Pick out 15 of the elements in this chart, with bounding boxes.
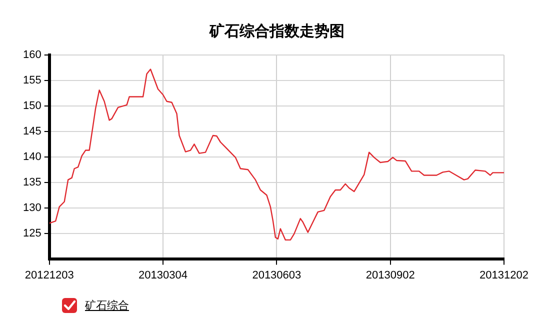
- legend-label: 矿石综合: [85, 298, 129, 313]
- y-tick-label: 145: [22, 125, 42, 138]
- y-tick-label: 150: [22, 100, 42, 112]
- x-tick-label: 20121203: [24, 269, 74, 282]
- y-tick-label: 135: [22, 176, 42, 188]
- y-tick-label: 125: [22, 227, 42, 240]
- x-tick-label: 20130902: [366, 269, 415, 282]
- y-tick-label: 130: [22, 202, 42, 214]
- y-tick-label: 160: [22, 49, 42, 62]
- x-tick-label: 20130304: [138, 269, 188, 282]
- x-tick-label: 20130603: [252, 269, 302, 282]
- y-tick-label: 155: [22, 74, 42, 87]
- x-tick-label: 20131202: [480, 269, 528, 282]
- y-tick-label: 140: [22, 150, 42, 163]
- chart-title: 矿石综合指数走势图: [208, 22, 346, 41]
